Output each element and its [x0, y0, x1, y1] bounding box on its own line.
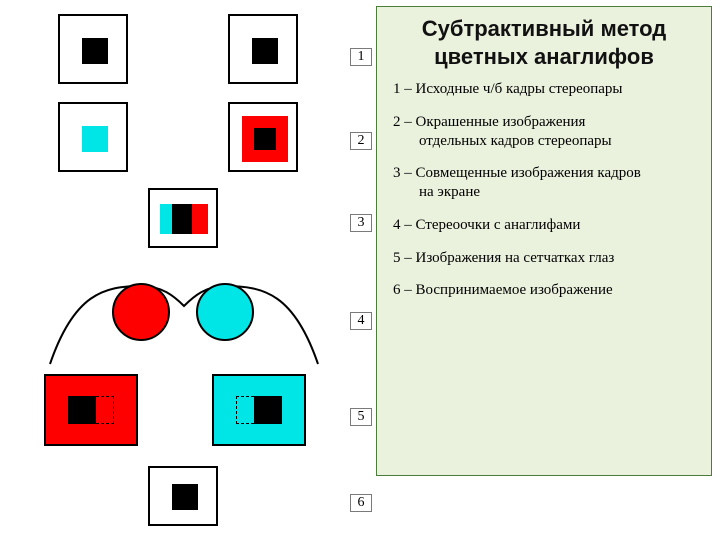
num-3: 3 [350, 214, 372, 232]
num-2: 2 [350, 132, 372, 150]
row2-left-frame [58, 102, 128, 172]
legend-6: 6 – Воспринимаемое изображение [393, 281, 695, 300]
row1-right-black [252, 38, 278, 64]
num-4: 4 [350, 312, 372, 330]
row2-left-cyan [82, 126, 108, 152]
legend-5: 5 – Изображения на сетчатках глаз [393, 249, 695, 268]
row5-right-black [254, 396, 282, 424]
row3-frame [148, 188, 218, 248]
num-6: 6 [350, 494, 372, 512]
row3-black [172, 204, 192, 234]
row5-right-cyan-bg [212, 374, 306, 446]
row1-left-black [82, 38, 108, 64]
row5-left-dashed [86, 396, 114, 424]
panel-title: Субтрактивный метод цветных анаглифов [393, 15, 695, 70]
legend-2: 2 – Окрашенные изображения отдельных кад… [393, 113, 695, 151]
legend-3: 3 – Совмещенные изображения кадров на эк… [393, 164, 695, 202]
legend-2a: 2 – Окрашенные изображения [393, 114, 585, 130]
row2-right-frame [228, 102, 298, 172]
legend-3b: на экране [393, 183, 695, 202]
row6-black [172, 484, 198, 510]
legend-2b: отдельных кадров стереопары [393, 132, 695, 151]
info-panel: Субтрактивный метод цветных анаглифов 1 … [376, 6, 712, 476]
legend-3a: 3 – Совмещенные изображения кадров [393, 165, 641, 181]
num-1: 1 [350, 48, 372, 66]
row1-right-frame [228, 14, 298, 84]
legend-4: 4 – Стереоочки с анаглифами [393, 216, 695, 235]
row1-left-frame [58, 14, 128, 84]
row6-frame [148, 466, 218, 526]
num-5: 5 [350, 408, 372, 426]
legend-1: 1 – Исходные ч/б кадры стереопары [393, 80, 695, 99]
anaglyph-glasses [44, 272, 324, 368]
diagram-stage: 1 2 3 4 5 6 Субтрактивный метод цветных … [0, 0, 720, 540]
row2-right-black-inner [254, 128, 276, 150]
row5-left-red-bg [44, 374, 138, 446]
